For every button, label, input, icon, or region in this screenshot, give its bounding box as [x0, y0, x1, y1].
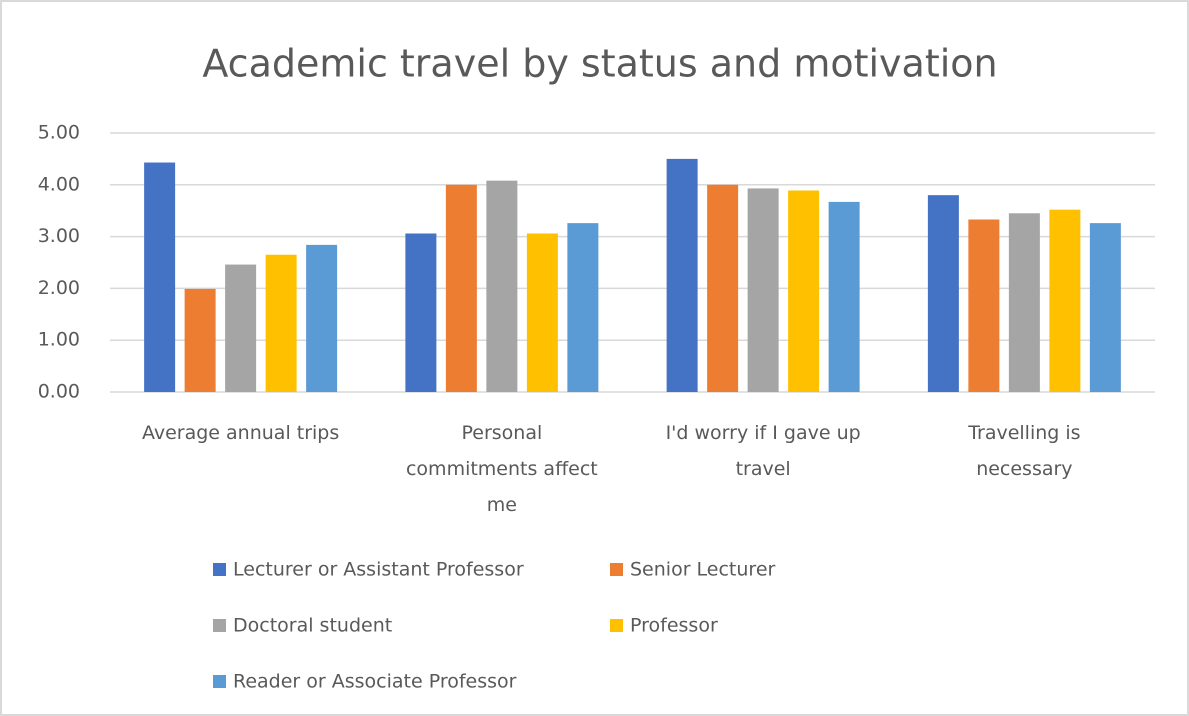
bar	[707, 184, 739, 392]
x-tick-label: Personal commitments affect me	[406, 422, 598, 516]
bar	[567, 223, 599, 392]
bar	[1008, 213, 1040, 392]
bar	[265, 254, 297, 392]
y-tick-label: 5.00	[38, 122, 80, 144]
bar	[445, 184, 477, 392]
y-tick-label: 1.00	[38, 329, 80, 351]
legend-label: Senior Lecturer	[630, 559, 776, 581]
legend-label: Doctoral student	[233, 615, 392, 637]
legend-swatch	[610, 619, 623, 632]
y-tick-label: 2.00	[38, 277, 80, 299]
legend-swatch	[610, 563, 623, 576]
bar	[1049, 209, 1081, 392]
bar	[486, 180, 518, 392]
bar	[828, 201, 860, 392]
bar	[747, 188, 779, 392]
y-tick-label: 4.00	[38, 173, 80, 195]
legend-swatch	[213, 563, 226, 576]
x-tick-label: I'd worry if I gave up travel	[666, 422, 861, 480]
y-tick-label: 0.00	[38, 381, 80, 403]
x-tick-label: Average annual trips	[142, 422, 339, 444]
bar	[405, 233, 437, 392]
legend-swatch	[213, 619, 226, 632]
bar	[144, 162, 176, 392]
legend-swatch	[213, 675, 226, 688]
bar	[788, 190, 820, 392]
legend-label: Lecturer or Assistant Professor	[233, 559, 524, 581]
bar	[927, 195, 959, 392]
legend-label: Reader or Associate Professor	[233, 671, 517, 693]
x-tick-label: Travelling is necessary	[967, 422, 1080, 480]
bar	[666, 158, 698, 392]
bar	[968, 219, 1000, 392]
chart-title: Academic travel by status and motivation	[202, 42, 997, 86]
bar	[184, 288, 216, 392]
legend-label: Professor	[630, 615, 718, 637]
y-tick-label: 3.00	[38, 225, 80, 247]
bar	[306, 244, 338, 392]
bar	[1089, 223, 1121, 392]
bar	[526, 233, 558, 392]
bar	[225, 264, 257, 392]
